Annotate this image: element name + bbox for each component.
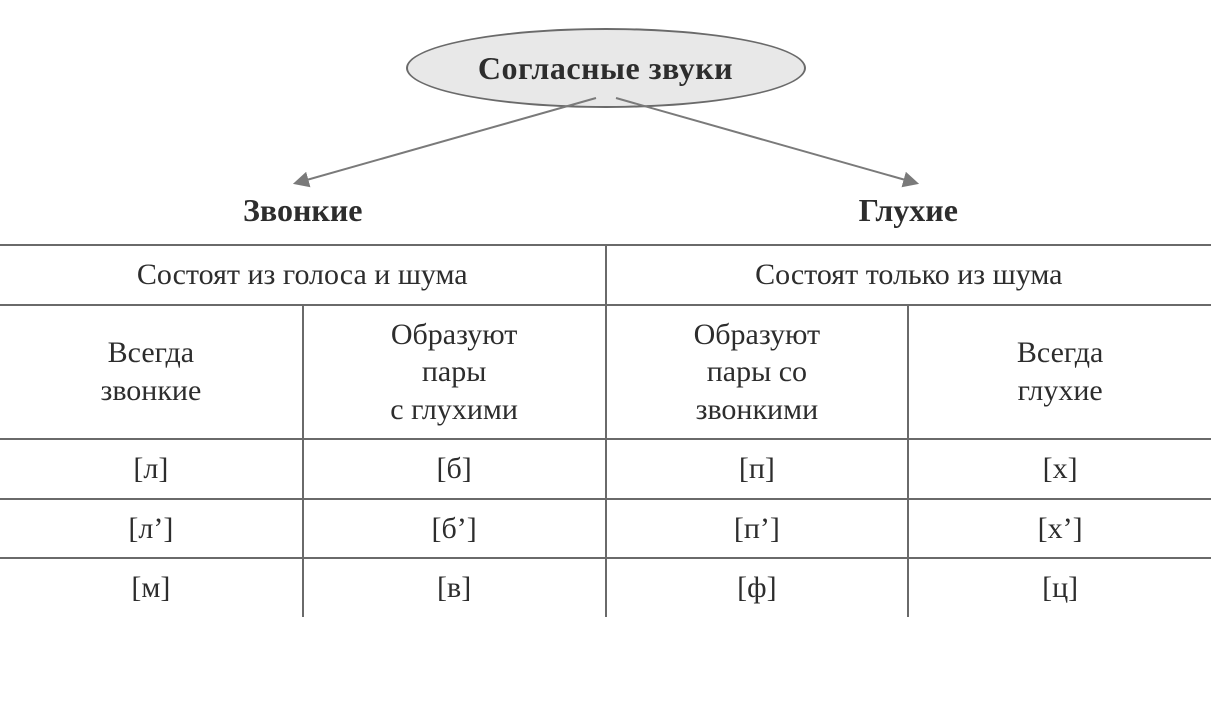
table-row-descriptions: Состоят из голоса и шума Состоят только … (0, 245, 1211, 305)
subheader-1: Образуютпарыс глухими (303, 305, 606, 440)
cell: [в] (303, 558, 606, 617)
title-ellipse: Согласные звуки (406, 28, 806, 108)
cell: [л’] (0, 499, 303, 559)
table-row-subheaders: Всегдазвонкие Образуютпарыс глухими Обра… (0, 305, 1211, 440)
branch-headers: Звонкие Глухие (0, 192, 1211, 229)
cell: [ц] (908, 558, 1211, 617)
cell: [б’] (303, 499, 606, 559)
table-row: [м] [в] [ф] [ц] (0, 558, 1211, 617)
cell: [х’] (908, 499, 1211, 559)
cell: [х] (908, 439, 1211, 499)
subheader-3: Всегдаглухие (908, 305, 1211, 440)
title-ellipse-wrap: Согласные звуки (406, 28, 806, 108)
header-unvoiced: Глухие (606, 192, 1211, 229)
cell: [м] (0, 558, 303, 617)
cell: [п] (606, 439, 909, 499)
cell: [л] (0, 439, 303, 499)
header-voiced: Звонкие (0, 192, 606, 229)
cell: [б] (303, 439, 606, 499)
subheader-0: Всегдазвонкие (0, 305, 303, 440)
table-row: [л’] [б’] [п’] [х’] (0, 499, 1211, 559)
cell: [п’] (606, 499, 909, 559)
cell: [ф] (606, 558, 909, 617)
table-row: [л] [б] [п] [х] (0, 439, 1211, 499)
desc-voiced: Состоят из голоса и шума (0, 245, 606, 305)
subheader-2: Образуютпары созвонкими (606, 305, 909, 440)
desc-unvoiced: Состоят только из шума (606, 245, 1211, 305)
page-root: Согласные звуки Звонкие Глухие Состоят и… (0, 0, 1211, 715)
arrow-right (616, 98, 916, 183)
consonants-table: Состоят из голоса и шума Состоят только … (0, 244, 1211, 617)
arrow-left (296, 98, 596, 183)
